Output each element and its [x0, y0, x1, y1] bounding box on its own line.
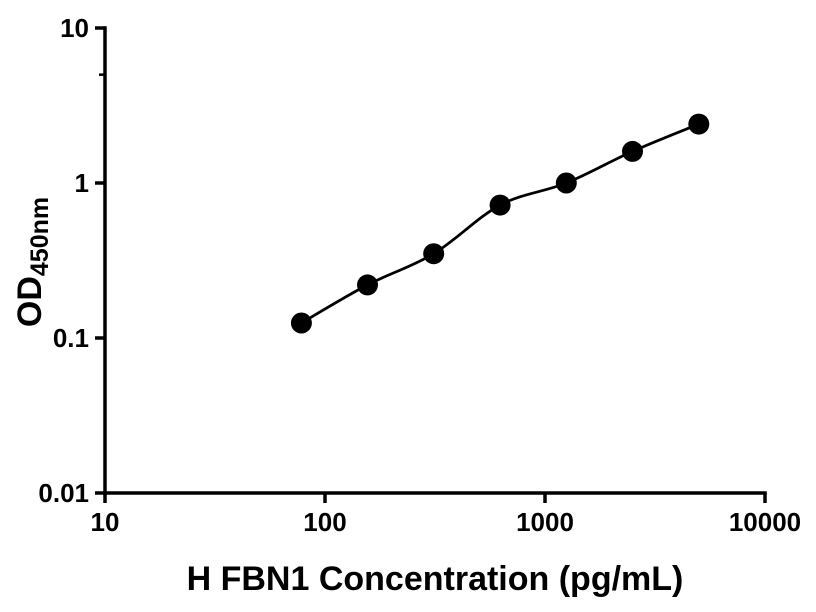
y-tick-label: 0.01: [38, 478, 89, 508]
y-tick-label: 1: [75, 168, 89, 198]
x-tick-label: 1000: [516, 507, 574, 537]
x-axis-title: H FBN1 Concentration (pg/mL): [186, 560, 684, 598]
y-tick-label: 10: [60, 13, 89, 43]
x-tick-label: 10: [91, 507, 120, 537]
y-axis-title-subscript: 450nm: [26, 196, 54, 277]
y-axis-title-main: OD: [11, 276, 49, 328]
y-axis-title: OD450nm: [10, 182, 54, 342]
x-tick-label: 10000: [729, 507, 801, 537]
data-point-marker: [290, 312, 312, 334]
data-point-marker: [622, 140, 643, 162]
data-point-marker: [555, 172, 577, 194]
data-point-marker: [688, 113, 710, 135]
y-tick-label: 0.1: [53, 323, 89, 353]
x-tick-label: 100: [303, 507, 346, 537]
data-point-marker: [357, 274, 378, 296]
data-point-marker: [423, 243, 445, 265]
data-point-marker: [489, 194, 511, 216]
